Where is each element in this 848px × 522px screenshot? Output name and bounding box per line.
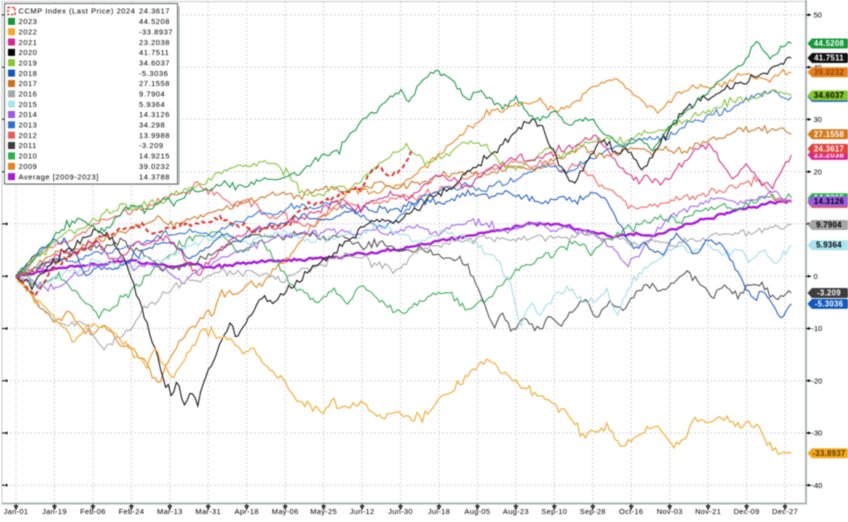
svg-text:Jul-18: Jul-18 [428, 507, 450, 516]
svg-text:24.3617: 24.3617 [139, 7, 170, 16]
svg-text:2021: 2021 [19, 38, 38, 47]
svg-text:-10: -10 [812, 324, 823, 333]
svg-text:2012: 2012 [19, 131, 38, 140]
svg-text:41.7511: 41.7511 [139, 48, 169, 57]
svg-text:34.298: 34.298 [139, 121, 165, 130]
svg-text:Mar-13: Mar-13 [157, 507, 183, 516]
svg-text:34.6037: 34.6037 [814, 91, 844, 100]
svg-text:5.9364: 5.9364 [139, 100, 165, 109]
svg-text:Dec-09: Dec-09 [734, 507, 760, 516]
svg-text:Dec-27: Dec-27 [772, 507, 798, 516]
svg-text:13.9988: 13.9988 [139, 131, 170, 140]
svg-text:-3.209: -3.209 [139, 141, 164, 150]
svg-text:Feb-06: Feb-06 [80, 507, 106, 516]
svg-text:2013: 2013 [19, 121, 38, 130]
svg-text:39.0232: 39.0232 [139, 162, 170, 171]
svg-text:2022: 2022 [19, 27, 38, 36]
svg-text:23.2038: 23.2038 [814, 150, 845, 159]
svg-text:Feb-24: Feb-24 [119, 507, 145, 516]
svg-text:Nov-03: Nov-03 [657, 507, 683, 516]
svg-text:41.7511: 41.7511 [814, 54, 844, 63]
svg-text:44.5208: 44.5208 [139, 17, 170, 26]
svg-text:Aug-23: Aug-23 [503, 507, 529, 516]
svg-text:23.2038: 23.2038 [139, 38, 170, 47]
svg-text:CCMP Index (Last Price) 2024: CCMP Index (Last Price) 2024 [19, 7, 136, 16]
svg-text:14.3126: 14.3126 [139, 110, 170, 119]
svg-text:24.3617: 24.3617 [814, 144, 844, 153]
svg-text:2011: 2011 [19, 141, 37, 150]
svg-text:Jan-19: Jan-19 [42, 507, 67, 516]
svg-text:Jun-30: Jun-30 [388, 507, 413, 516]
svg-text:30: 30 [814, 115, 822, 124]
svg-text:-40: -40 [812, 481, 823, 490]
svg-text:44.5208: 44.5208 [814, 39, 845, 48]
svg-text:-3.209: -3.209 [817, 289, 841, 298]
svg-text:Sep-10: Sep-10 [541, 507, 567, 516]
svg-text:May-06: May-06 [272, 507, 299, 516]
svg-text:-5.3036: -5.3036 [815, 299, 844, 308]
svg-text:Jan-01: Jan-01 [4, 507, 29, 516]
svg-text:0: 0 [814, 272, 818, 281]
svg-text:Mar-31: Mar-31 [195, 507, 221, 516]
svg-text:27.1558: 27.1558 [814, 130, 845, 139]
svg-text:34.6037: 34.6037 [139, 59, 170, 68]
svg-text:2018: 2018 [19, 69, 38, 78]
svg-text:9.7904: 9.7904 [816, 221, 842, 230]
svg-text:-5.3036: -5.3036 [139, 69, 168, 78]
svg-text:14.9215: 14.9215 [139, 152, 170, 161]
svg-text:2009: 2009 [19, 162, 38, 171]
svg-text:Aug-05: Aug-05 [464, 507, 490, 516]
svg-text:2020: 2020 [19, 48, 38, 57]
svg-text:14.3126: 14.3126 [814, 197, 845, 206]
svg-text:14.3788: 14.3788 [139, 172, 170, 181]
svg-text:9.7904: 9.7904 [139, 90, 165, 99]
svg-text:Nov-21: Nov-21 [695, 507, 721, 516]
svg-text:5.9364: 5.9364 [816, 241, 842, 250]
svg-text:2023: 2023 [19, 17, 38, 26]
svg-text:-20: -20 [812, 376, 823, 385]
svg-text:Apr-18: Apr-18 [235, 507, 259, 516]
svg-text:39.0232: 39.0232 [814, 68, 845, 77]
svg-text:-33.8937: -33.8937 [139, 27, 173, 36]
svg-text:2015: 2015 [19, 100, 38, 109]
svg-text:50: 50 [814, 11, 822, 20]
svg-text:2016: 2016 [19, 90, 38, 99]
svg-text:Jun-12: Jun-12 [350, 507, 375, 516]
svg-text:-33.8937: -33.8937 [812, 449, 845, 458]
svg-text:27.1558: 27.1558 [139, 79, 170, 88]
svg-text:2017: 2017 [19, 79, 38, 88]
svg-text:-30: -30 [812, 429, 823, 438]
svg-text:2010: 2010 [19, 152, 38, 161]
svg-text:20: 20 [814, 167, 822, 176]
svg-text:Oct-16: Oct-16 [619, 507, 643, 516]
svg-text:May-25: May-25 [310, 507, 337, 516]
svg-text:Average [2009-2023]: Average [2009-2023] [19, 172, 99, 181]
svg-text:2014: 2014 [19, 110, 38, 119]
svg-text:2019: 2019 [19, 59, 38, 68]
svg-text:Sep-28: Sep-28 [580, 507, 606, 516]
